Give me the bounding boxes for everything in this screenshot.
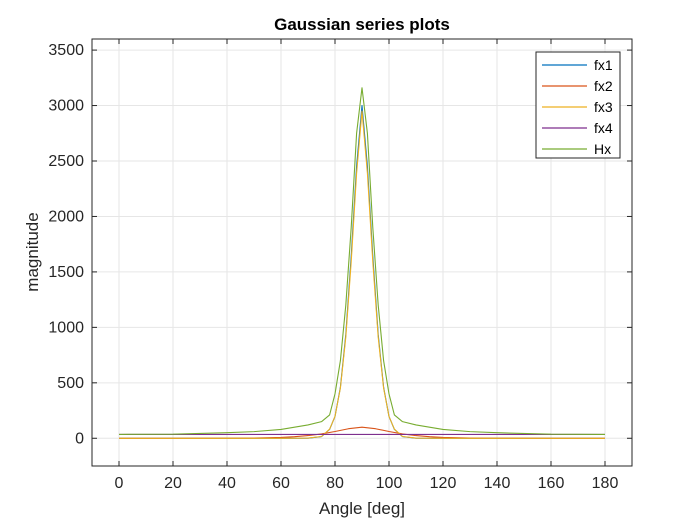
x-tick-label: 40 <box>218 475 236 492</box>
x-axis-title: Angle [deg] <box>319 499 405 518</box>
y-axis-title: magnitude <box>23 212 42 291</box>
y-tick-label: 3000 <box>48 98 84 115</box>
legend-label-fx2: fx2 <box>594 78 613 94</box>
chart-title: Gaussian series plots <box>274 15 450 34</box>
axes-box <box>91 38 633 467</box>
y-tick-label: 0 <box>75 430 84 447</box>
x-tick-label: 160 <box>538 475 565 492</box>
legend-label-fx4: fx4 <box>594 120 613 136</box>
x-tick-label: 100 <box>376 475 403 492</box>
y-tick-label: 1500 <box>48 264 84 281</box>
legend-box <box>535 51 621 159</box>
x-tick-label: 140 <box>484 475 511 492</box>
legend-label-fx3: fx3 <box>594 99 613 115</box>
y-tick-label: 3500 <box>48 42 84 59</box>
series-line-Hx <box>118 87 606 435</box>
legend-label-Hx: Hx <box>594 141 611 157</box>
x-tick-label: 60 <box>272 475 290 492</box>
legend-label-fx1: fx1 <box>594 57 613 73</box>
y-tick-label: 2000 <box>48 208 84 225</box>
x-tick-label: 180 <box>592 475 619 492</box>
ticks: 0 20 40 60 80 100 120 140 160 180 0 500 1000 1500 2000… <box>48 39 632 492</box>
x-tick-label: 0 <box>115 475 124 492</box>
y-tick-label: 2500 <box>48 153 84 170</box>
x-tick-label: 80 <box>326 475 344 492</box>
x-tick-label: 20 <box>164 475 182 492</box>
series-layer <box>118 87 606 439</box>
y-tick-label: 1000 <box>48 319 84 336</box>
legend: fx1 fx2 fx3 fx4 Hx <box>535 51 621 159</box>
y-tick-label: 500 <box>57 375 84 392</box>
x-tick-label: 120 <box>430 475 457 492</box>
series-line-fx3 <box>119 110 605 439</box>
